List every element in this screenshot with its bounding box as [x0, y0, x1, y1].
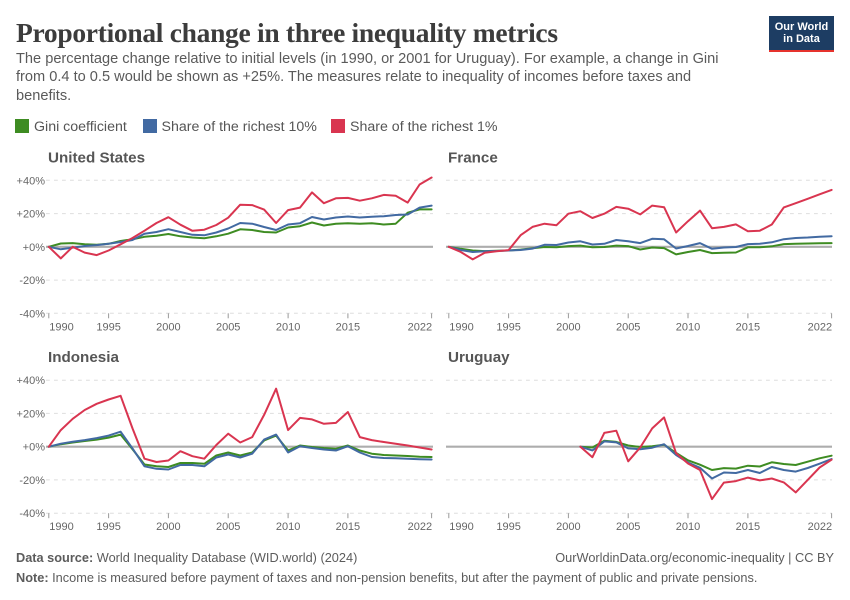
svg-text:Indonesia: Indonesia [48, 349, 119, 366]
svg-text:2022: 2022 [408, 321, 432, 333]
svg-text:-40%: -40% [19, 508, 45, 520]
svg-text:2010: 2010 [676, 521, 700, 533]
svg-text:1990: 1990 [49, 321, 73, 333]
svg-text:1990: 1990 [449, 321, 473, 333]
svg-text:+40%: +40% [17, 375, 46, 387]
svg-text:2015: 2015 [336, 321, 360, 333]
svg-text:Uruguay: Uruguay [448, 349, 510, 366]
svg-text:2005: 2005 [616, 321, 640, 333]
svg-text:2000: 2000 [556, 321, 580, 333]
svg-text:1990: 1990 [449, 521, 473, 533]
svg-text:+20%: +20% [17, 408, 46, 420]
svg-text:2022: 2022 [408, 521, 432, 533]
svg-text:-20%: -20% [19, 475, 45, 487]
svg-text:1995: 1995 [96, 521, 120, 533]
svg-text:2005: 2005 [616, 521, 640, 533]
svg-text:2010: 2010 [676, 321, 700, 333]
svg-text:+0%: +0% [23, 442, 46, 454]
svg-text:+20%: +20% [17, 209, 46, 221]
svg-text:2010: 2010 [276, 321, 300, 333]
svg-text:1995: 1995 [496, 321, 520, 333]
svg-text:2010: 2010 [276, 521, 300, 533]
svg-text:2015: 2015 [336, 521, 360, 533]
svg-text:2000: 2000 [156, 521, 180, 533]
svg-text:+40%: +40% [17, 175, 46, 187]
svg-text:1995: 1995 [96, 321, 120, 333]
svg-text:-20%: -20% [19, 275, 45, 287]
svg-text:2022: 2022 [808, 521, 832, 533]
svg-text:2000: 2000 [556, 521, 580, 533]
svg-text:2000: 2000 [156, 321, 180, 333]
svg-text:United States: United States [48, 150, 145, 167]
svg-text:2015: 2015 [736, 321, 760, 333]
svg-text:2015: 2015 [736, 521, 760, 533]
svg-text:-40%: -40% [19, 308, 45, 320]
svg-text:1995: 1995 [496, 521, 520, 533]
svg-text:2022: 2022 [808, 321, 832, 333]
svg-text:France: France [448, 150, 498, 167]
svg-text:2005: 2005 [216, 321, 240, 333]
svg-text:+0%: +0% [23, 242, 46, 254]
svg-text:2005: 2005 [216, 521, 240, 533]
svg-text:1990: 1990 [49, 521, 73, 533]
